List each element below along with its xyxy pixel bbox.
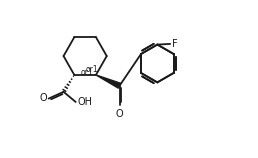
Text: O: O <box>116 109 123 119</box>
Polygon shape <box>96 75 121 88</box>
Text: OH: OH <box>77 97 92 107</box>
Text: or1: or1 <box>85 65 98 74</box>
Text: F: F <box>172 39 178 49</box>
Text: O: O <box>39 93 47 103</box>
Text: or1: or1 <box>81 68 94 77</box>
